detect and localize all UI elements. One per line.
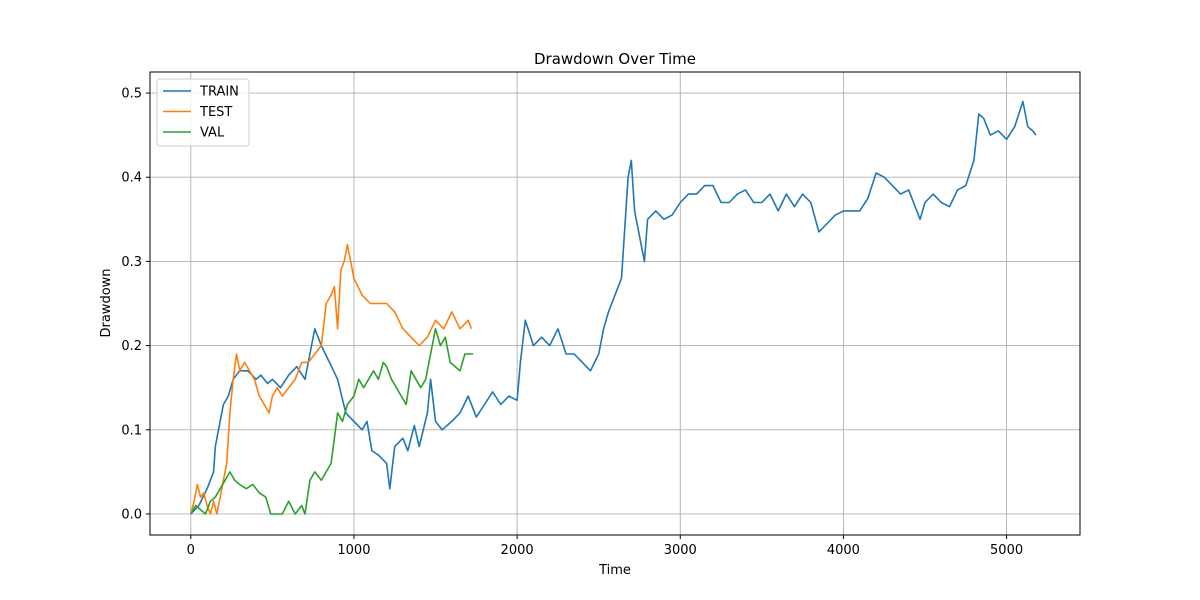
y-tick-label: 0.0 — [121, 507, 142, 522]
legend: TRAIN TEST VAL — [156, 78, 250, 147]
x-ticks: 0 1000 2000 3000 4000 5000 — [187, 535, 1023, 558]
y-tick-label: 0.2 — [121, 339, 142, 354]
x-tick-label: 2000 — [501, 543, 534, 558]
x-axis-label: Time — [598, 563, 631, 578]
chart-title: Drawdown Over Time — [534, 50, 696, 68]
x-tick-label: 3000 — [664, 543, 697, 558]
x-tick-label: 1000 — [337, 543, 370, 558]
x-tick-label: 4000 — [827, 543, 860, 558]
y-tick-label: 0.3 — [121, 255, 142, 270]
series-line-test — [190, 243, 473, 515]
series-lines — [190, 100, 1037, 515]
y-tick-label: 0.4 — [121, 171, 142, 186]
y-ticks: 0.0 0.1 0.2 0.3 0.4 0.5 — [121, 87, 150, 522]
y-tick-label: 0.5 — [121, 87, 142, 102]
x-tick-label: 5000 — [990, 543, 1023, 558]
series-line-train — [190, 100, 1037, 515]
legend-label-test: TEST — [199, 105, 232, 120]
plot-frame — [149, 71, 1081, 536]
legend-box — [156, 78, 250, 147]
x-tick-label: 0 — [187, 543, 195, 558]
y-axis-label: Drawdown — [99, 268, 114, 337]
grid — [150, 72, 1080, 535]
legend-label-train: TRAIN — [199, 85, 239, 100]
y-tick-label: 0.1 — [121, 423, 142, 438]
legend-label-val: VAL — [200, 126, 225, 141]
series-line-val — [190, 327, 474, 515]
